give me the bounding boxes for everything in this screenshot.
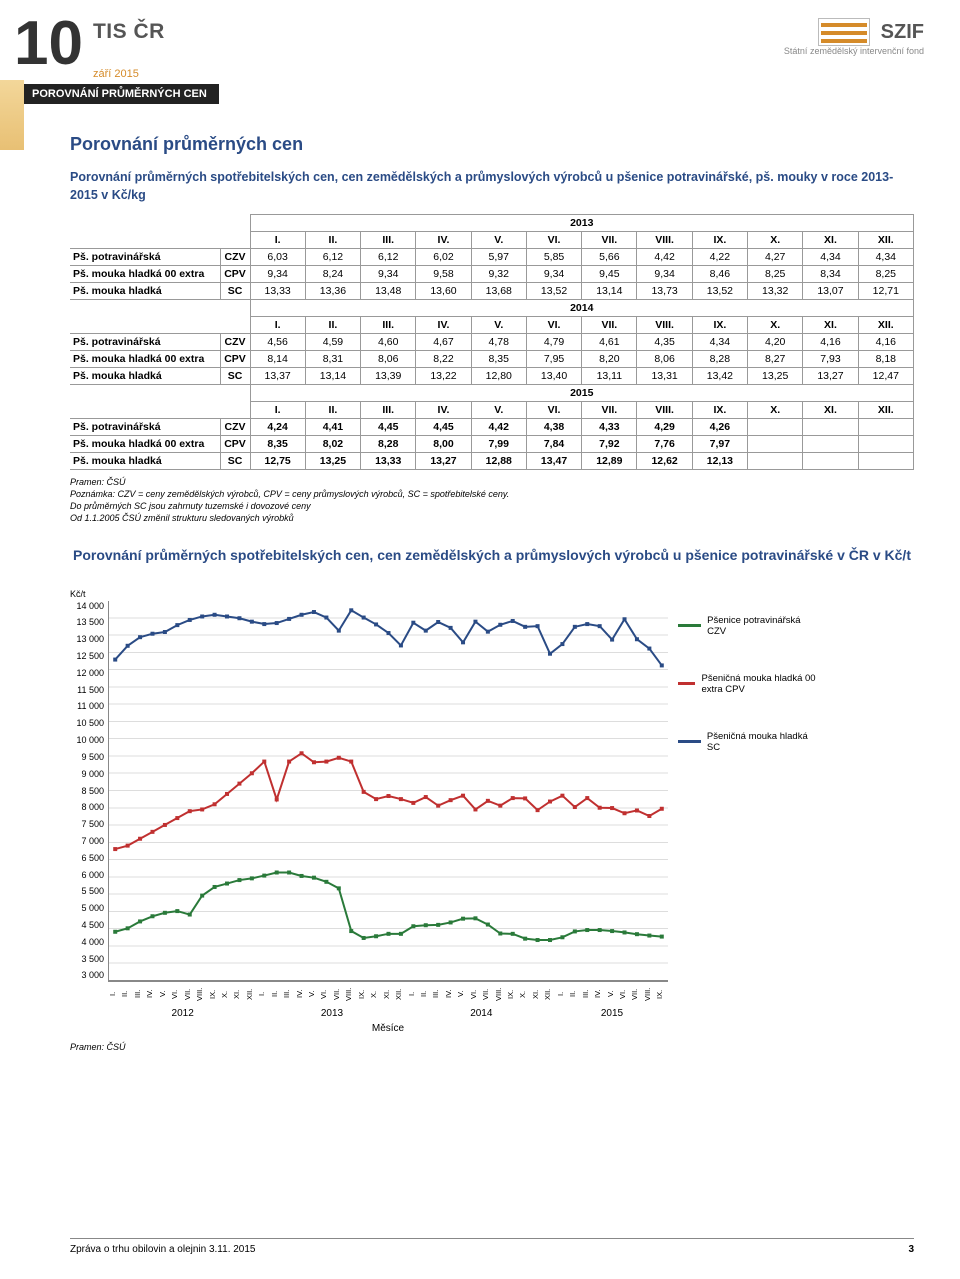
footnote-sc: Do průměrných SC jsou zahrnuty tuzemské …: [70, 500, 914, 512]
page-number: 10: [14, 18, 83, 71]
logo-right: SZIF Státní zemědělský intervenční fond: [784, 18, 924, 56]
chart-area: I.II.III.IV.V.VI.VII.VIII.IX.X.XI.XII.I.…: [108, 601, 668, 1034]
y-axis-ticks: 14 00013 50013 00012 50012 00011 50011 0…: [70, 601, 108, 981]
footnote-change: Od 1.1.2005 ČSÚ změnil strukturu sledova…: [70, 512, 914, 524]
main-content: Porovnání průměrných cen Porovnání průmě…: [0, 104, 960, 1052]
chart-title: Porovnání průměrných spotřebitelských ce…: [70, 547, 914, 563]
footnote-legend: Poznámka: CZV = ceny zemědělských výrobc…: [70, 488, 914, 500]
chart-source: Pramen: ČSÚ: [70, 1042, 668, 1052]
y-axis-unit: Kč/t: [70, 589, 668, 599]
chart-lines: [109, 601, 668, 980]
price-table: 2013I.II.III.IV.V.VI.VII.VIII.IX.X.XI.XI…: [70, 214, 914, 470]
section-title: POROVNÁNÍ PRŮMĚRNÝCH CEN: [14, 84, 219, 104]
table-subtitle: Porovnání průměrných spotřebitelských ce…: [70, 169, 914, 204]
table-footnotes: Pramen: ČSÚ Poznámka: CZV = ceny zeměděl…: [70, 476, 914, 525]
header-date: září 2015: [93, 68, 165, 80]
szif-subtitle: Státní zemědělský intervenční fond: [784, 46, 924, 56]
chart-legend: Pšenice potravinářská CZVPšeničná mouka …: [668, 589, 818, 1052]
x-axis-label: Měsíce: [108, 1023, 668, 1034]
chart-container: Kč/t 14 00013 50013 00012 50012 00011 50…: [70, 589, 914, 1052]
footer-left: Zpráva o trhu obilovin a olejnin 3.11. 2…: [70, 1244, 256, 1255]
x-axis-months: I.II.III.IV.V.VI.VII.VIII.IX.X.XI.XII.I.…: [108, 981, 668, 1006]
tis-label: TIS ČR: [93, 20, 165, 44]
wheat-decoration-icon: [0, 80, 24, 150]
szif-logo-icon: [818, 18, 870, 46]
footnote-source: Pramen: ČSÚ: [70, 476, 914, 488]
x-axis-years: 2012201320142015: [108, 1008, 668, 1019]
footer-right: 3: [908, 1244, 914, 1255]
plot-area: [108, 601, 668, 981]
main-title: Porovnání průměrných cen: [70, 134, 914, 155]
szif-text: SZIF: [881, 21, 924, 43]
header-left: 10 TIS ČR září 2015: [0, 18, 165, 80]
page-footer: Zpráva o trhu obilovin a olejnin 3.11. 2…: [70, 1238, 914, 1255]
page-header: 10 TIS ČR září 2015 SZIF Státní zeměděls…: [0, 0, 960, 80]
